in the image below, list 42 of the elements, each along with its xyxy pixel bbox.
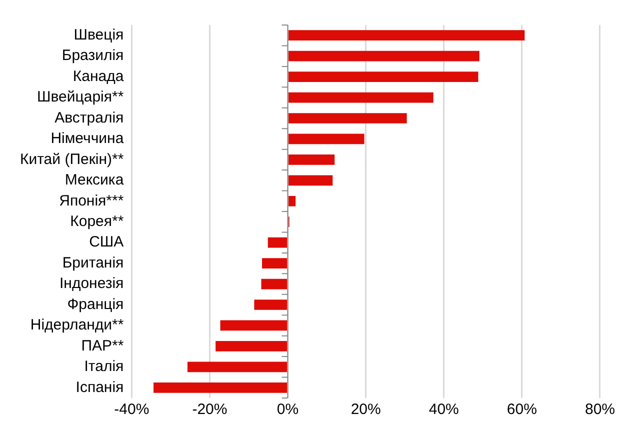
y-tick-label: Франція [67,296,124,313]
bar [261,278,288,290]
bar [288,50,480,62]
y-tick-label: Бразилія [62,47,124,64]
bar [154,382,288,393]
y-tick-label: Китай (Пекін)** [20,150,124,168]
x-tick-label: 0% [276,401,299,418]
bar [288,175,333,186]
y-tick-label: ПАР** [81,337,124,354]
x-tick-label: -20% [192,401,228,418]
bar [216,341,288,352]
y-tick-label: Швейцарія** [36,88,124,106]
bar [288,92,434,103]
x-tick-label: 80% [584,401,616,418]
y-tick-label: Нідерланди** [30,316,124,334]
bar [288,134,364,144]
bar [288,30,525,41]
bar [268,237,288,248]
x-tick-label: -40% [114,401,150,418]
y-tick-label: Іспанія [76,378,124,396]
y-tick-label: Австралія [54,109,124,126]
bar [187,362,288,372]
y-tick-label: Італія [84,358,124,376]
y-tick-label: Японія*** [59,192,124,210]
y-tick-label: Британія [62,254,124,272]
bar [288,72,478,82]
y-tick-label: Німеччина [50,130,124,148]
bar [288,113,407,124]
y-tick-label: США [89,234,124,251]
x-tick-label: 20% [350,401,381,418]
y-tick-label: Корея** [70,213,124,230]
x-tick-label: 40% [428,401,459,418]
y-tick-label: Мексика [64,172,124,189]
bar [288,196,296,206]
y-tick-label: Швеція [74,26,124,44]
bar [288,154,335,165]
x-tick-label: 60% [506,401,537,418]
y-tick-label: Індонезія [59,275,124,292]
bar [220,320,288,331]
y-tick-label: Канада [72,68,124,85]
bar [254,300,288,310]
bar [262,258,288,268]
